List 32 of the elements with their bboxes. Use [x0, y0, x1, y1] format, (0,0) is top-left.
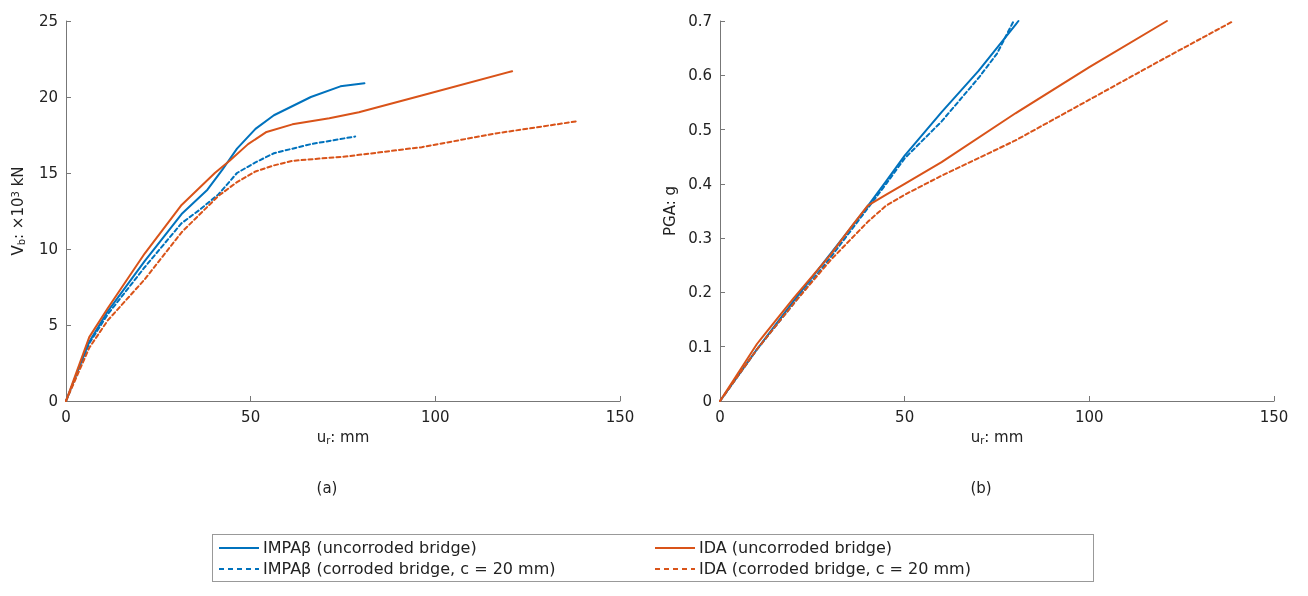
x-axis-title: ur: mm [316, 428, 370, 446]
y-tick-label: 0 [48, 392, 58, 410]
y-tick-label: 20 [38, 88, 58, 106]
y-tick-label: 10 [38, 240, 58, 258]
x-tick-label: 150 [605, 407, 635, 426]
x-tick-label: 0 [61, 407, 71, 426]
x-tick-label: 50 [241, 407, 261, 426]
y-axis-title: PGA: g [660, 185, 679, 237]
x-tick-label: 150 [1259, 407, 1289, 426]
y-tick-label: 15 [38, 164, 58, 182]
y-tick-label: 25 [38, 12, 58, 30]
y-tick-label: 0.6 [688, 66, 712, 85]
x-tick-label: 0 [715, 407, 725, 426]
x-tick-label: 100 [1075, 407, 1104, 426]
x-tick-label: 50 [895, 407, 915, 426]
y-tick-label: 0 [702, 392, 712, 410]
y-tick-label: 0.5 [688, 120, 712, 139]
legend-label: IDA (corroded bridge, c = 20 mm) [699, 559, 971, 578]
y-tick-label: 0.7 [688, 12, 712, 30]
y-axis-title: Vb: ×103 kN [9, 166, 27, 256]
y-tick-label: 5 [48, 316, 58, 334]
y-tick-label: 0.3 [688, 229, 712, 248]
x-axis-title: ur: mm [970, 428, 1024, 446]
text: (b) [970, 478, 992, 497]
x-tick-label: 100 [421, 407, 450, 426]
y-tick-label: 0.1 [688, 337, 712, 356]
legend-label: IMPAβ (uncorroded bridge) [263, 538, 477, 557]
text: (a) [316, 478, 338, 497]
legend-label: IMPAβ (corroded bridge, c = 20 mm) [263, 559, 556, 578]
legend-label: IDA (uncorroded bridge) [699, 538, 893, 557]
y-tick-label: 0.4 [688, 174, 712, 193]
y-tick-label: 0.2 [688, 283, 712, 302]
